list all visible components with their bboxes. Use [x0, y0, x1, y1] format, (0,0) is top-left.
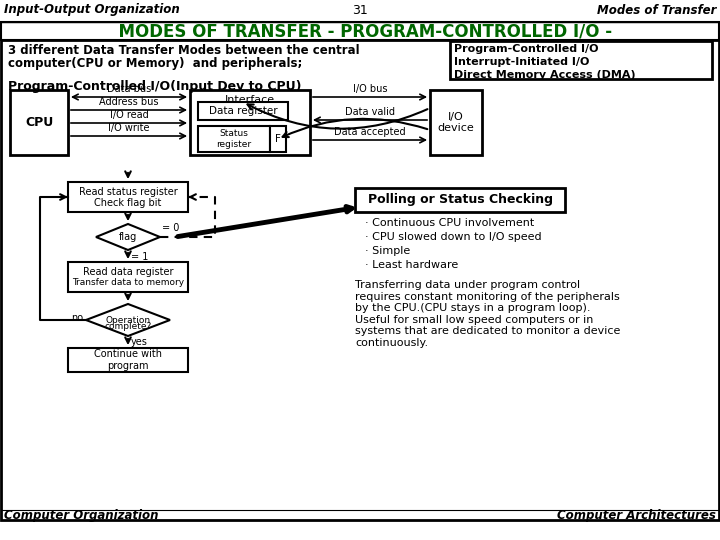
Bar	[270, 126, 286, 152]
Text: no: no	[71, 313, 83, 323]
Bar	[190, 90, 310, 155]
Bar	[68, 348, 188, 372]
Text: Interface: Interface	[225, 95, 275, 105]
Text: Read status register: Read status register	[78, 187, 177, 197]
Polygon shape	[96, 224, 160, 250]
Text: Modes of Transfer: Modes of Transfer	[597, 3, 716, 17]
Bar	[10, 90, 68, 155]
Polygon shape	[86, 304, 170, 336]
Text: 31: 31	[352, 3, 368, 17]
Text: Polling or Status Checking: Polling or Status Checking	[367, 193, 552, 206]
Text: complete?: complete?	[104, 322, 152, 331]
Text: 3 different Data Transfer Modes between the central: 3 different Data Transfer Modes between …	[8, 44, 359, 57]
Bar	[1, 22, 719, 40]
Text: yes: yes	[131, 337, 148, 347]
Text: Status
register: Status register	[217, 129, 251, 149]
Bar	[68, 262, 188, 292]
Text: MODES OF TRANSFER - PROGRAM-CONTROLLED I/O -: MODES OF TRANSFER - PROGRAM-CONTROLLED I…	[107, 22, 613, 40]
Text: Data register: Data register	[209, 106, 277, 116]
Text: Address bus: Address bus	[99, 97, 158, 107]
Text: Direct Memory Access (DMA): Direct Memory Access (DMA)	[454, 70, 636, 80]
Text: Interrupt-Initiated I/O: Interrupt-Initiated I/O	[454, 57, 590, 67]
Text: Operation: Operation	[105, 316, 150, 325]
Text: Data valid: Data valid	[345, 107, 395, 117]
Text: Computer Architectures: Computer Architectures	[557, 509, 716, 522]
Text: · Continuous CPU involvement: · Continuous CPU involvement	[365, 218, 534, 228]
Text: = 0: = 0	[162, 223, 179, 233]
Text: I/O read: I/O read	[109, 110, 148, 120]
Text: Transferring data under program control
requires constant monitoring of the peri: Transferring data under program control …	[355, 280, 621, 348]
Text: Program-Controlled I/O(Input Dev to CPU): Program-Controlled I/O(Input Dev to CPU)	[8, 80, 302, 93]
Text: Transfer data to memory: Transfer data to memory	[72, 278, 184, 287]
Bar	[68, 182, 188, 212]
Text: · Least hardware: · Least hardware	[365, 260, 458, 270]
Text: Check flag bit: Check flag bit	[94, 198, 162, 208]
Text: computer(CPU or Memory)  and peripherals;: computer(CPU or Memory) and peripherals;	[8, 57, 302, 70]
Text: Data bus: Data bus	[107, 84, 151, 94]
Bar	[198, 102, 288, 120]
Text: = 1: = 1	[131, 252, 148, 262]
Text: I/O
device: I/O device	[438, 112, 474, 133]
Text: F: F	[275, 134, 281, 144]
Text: Read data register: Read data register	[83, 267, 174, 277]
Text: flag: flag	[119, 232, 137, 242]
Text: Computer Organization: Computer Organization	[4, 509, 158, 522]
Text: · Simple: · Simple	[365, 246, 410, 256]
Bar	[198, 126, 270, 152]
Text: Program-Controlled I/O: Program-Controlled I/O	[454, 44, 598, 54]
Text: I/O write: I/O write	[108, 123, 150, 133]
Text: Data accepted: Data accepted	[334, 127, 406, 137]
Text: · CPU slowed down to I/O speed: · CPU slowed down to I/O speed	[365, 232, 541, 242]
Bar	[1, 40, 719, 520]
Bar	[355, 188, 565, 212]
Text: Input-Output Organization: Input-Output Organization	[4, 3, 180, 17]
Text: Continue with
program: Continue with program	[94, 349, 162, 371]
Bar	[430, 90, 482, 155]
Text: I/O bus: I/O bus	[353, 84, 387, 94]
Text: CPU: CPU	[25, 116, 53, 129]
Bar	[450, 41, 712, 79]
